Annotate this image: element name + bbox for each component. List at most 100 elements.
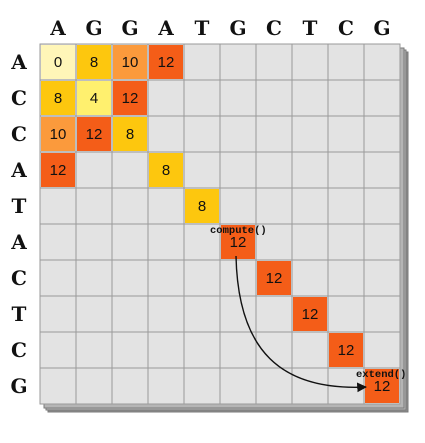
matrix-cell (75, 223, 113, 261)
matrix-cell (255, 187, 293, 225)
score-cell: 12 (41, 153, 75, 187)
matrix-cell (75, 151, 113, 189)
score-cell-fill (41, 117, 75, 151)
matrix-cell (255, 79, 293, 117)
matrix-cell (39, 331, 77, 369)
row-header: C (11, 338, 27, 362)
score-cell: 0 (41, 45, 75, 79)
matrix-cell (363, 187, 401, 225)
score-value: 10 (122, 54, 139, 71)
row-header: C (11, 86, 27, 110)
column-header: G (121, 16, 138, 40)
score-cell: 8 (149, 153, 183, 187)
matrix-cell (39, 367, 77, 405)
extend-annotation: extend() (356, 369, 406, 381)
score-cell-fill (149, 45, 183, 79)
matrix-grid: 0 8 10 12 8 4 12 10 12 8 12 8 8 12 12 12 12 12 (39, 43, 401, 405)
matrix-cell (39, 259, 77, 297)
score-cell-fill (257, 261, 291, 295)
matrix-cell (147, 79, 185, 117)
matrix-cell (255, 115, 293, 153)
matrix-cell (255, 223, 293, 261)
score-cell: 12 (293, 297, 327, 331)
matrix-cell (219, 295, 257, 333)
column-header: C (338, 16, 354, 40)
matrix-cell (291, 259, 329, 297)
matrix-cell (327, 115, 365, 153)
matrix-cell (39, 223, 77, 261)
score-cell-fill (221, 225, 255, 259)
score-cell-fill (185, 189, 219, 223)
matrix-cell (183, 223, 221, 261)
column-header: C (266, 16, 282, 40)
matrix-cell (147, 115, 185, 153)
score-value: 8 (90, 54, 98, 71)
score-value: 12 (158, 54, 175, 71)
matrix-cell (75, 187, 113, 225)
matrix-cell (75, 331, 113, 369)
score-cell: 12 (257, 261, 291, 295)
score-value: 12 (266, 270, 283, 287)
score-value: 12 (374, 378, 391, 395)
matrix-cell (291, 43, 329, 81)
matrix-cell (39, 187, 77, 225)
matrix-cell (291, 151, 329, 189)
row-header: A (10, 230, 27, 254)
matrix-cell (327, 187, 365, 225)
score-value: 12 (86, 126, 103, 143)
matrix-cell (111, 187, 149, 225)
matrix-cell (147, 259, 185, 297)
score-value: 12 (230, 234, 247, 251)
matrix-cell (183, 151, 221, 189)
score-cell: 10 (41, 117, 75, 151)
matrix-cell (183, 331, 221, 369)
score-cell: 8 (41, 81, 75, 115)
matrix-cell (291, 367, 329, 405)
matrix-cell (39, 295, 77, 333)
matrix-cell (75, 259, 113, 297)
matrix-cell (219, 367, 257, 405)
score-value: 8 (162, 162, 170, 179)
column-header: G (373, 16, 390, 40)
matrix-cell (363, 43, 401, 81)
score-cell: 8 (185, 189, 219, 223)
matrix-cell (327, 259, 365, 297)
score-cell-fill (77, 81, 111, 115)
score-value: 12 (50, 162, 67, 179)
score-value: 12 (338, 342, 355, 359)
matrix-cell (75, 295, 113, 333)
column-header: G (85, 16, 102, 40)
column-header: G (229, 16, 246, 40)
matrix-cell (327, 223, 365, 261)
score-value: 10 (50, 126, 67, 143)
score-cell-fill (41, 45, 75, 79)
score-cell: 4 (77, 81, 111, 115)
row-header: T (12, 194, 27, 218)
matrix-cell (363, 259, 401, 297)
score-cell-fill (41, 153, 75, 187)
matrix-cell (111, 295, 149, 333)
matrix-cell (255, 367, 293, 405)
matrix-cell (255, 295, 293, 333)
matrix-cell (363, 79, 401, 117)
row-header: C (11, 122, 27, 146)
row-header: C (11, 266, 27, 290)
matrix-cell (363, 223, 401, 261)
matrix-cell (219, 187, 257, 225)
score-cell-fill (77, 45, 111, 79)
matrix-cell (183, 259, 221, 297)
score-cell: 12 (77, 117, 111, 151)
matrix-cell (255, 43, 293, 81)
matrix-cell (183, 295, 221, 333)
score-cell-fill (329, 333, 363, 367)
matrix-cell (219, 115, 257, 153)
score-cell: 8 (77, 45, 111, 79)
score-cell-fill (365, 369, 399, 403)
row-header: A (10, 50, 27, 74)
matrix-cell (183, 79, 221, 117)
compute-annotation: compute() (210, 225, 267, 237)
matrix-cell (147, 187, 185, 225)
row-header: T (12, 302, 27, 326)
score-cell-fill (113, 45, 147, 79)
